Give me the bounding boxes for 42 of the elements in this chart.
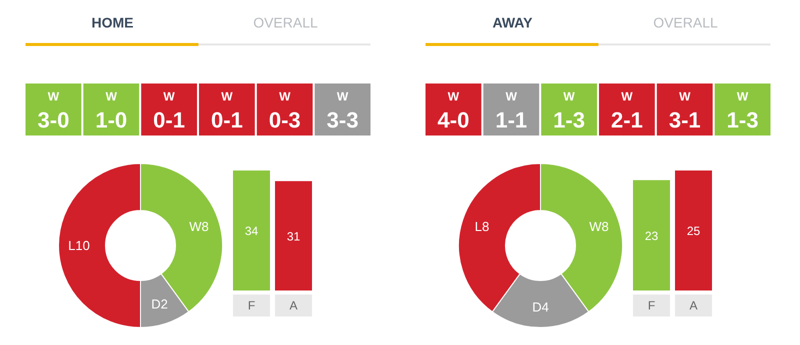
x-tick-label: A — [690, 298, 698, 312]
text: W — [336, 90, 348, 104]
category-label: 1-0 — [95, 108, 128, 132]
text: W — [621, 90, 633, 104]
category-label: 1-3 — [553, 108, 585, 132]
category-label: 1-1 — [495, 108, 528, 132]
data-label: L8 — [474, 218, 490, 234]
category-label: 4-0 — [438, 108, 470, 132]
data-label: 23 — [644, 228, 658, 243]
text: W — [563, 90, 575, 104]
text: OVERALL — [253, 14, 318, 30]
text: W — [48, 90, 60, 104]
text: W — [163, 90, 175, 104]
text: W — [221, 90, 233, 104]
text: W — [736, 90, 748, 104]
text: W — [106, 90, 117, 104]
text: HOME — [92, 14, 134, 30]
text: W — [679, 90, 690, 104]
data-label: 25 — [686, 224, 700, 238]
data-label: W8 — [589, 218, 609, 234]
data-label: 34 — [244, 224, 258, 238]
category-label: 3-3 — [326, 108, 358, 132]
data-label: 31 — [286, 229, 300, 244]
text: W — [448, 90, 460, 104]
category-label: 0-1 — [211, 108, 243, 132]
x-tick-label: F — [248, 298, 256, 312]
text: OVERALL — [653, 14, 718, 30]
data-label: D2 — [151, 296, 168, 312]
data-label: W8 — [189, 218, 209, 234]
data-label: D4 — [532, 300, 549, 314]
x-tick-label: A — [290, 298, 298, 312]
category-label: 3-1 — [668, 108, 701, 132]
category-label: 3-0 — [38, 108, 70, 132]
data-label: L10 — [68, 238, 90, 253]
text: W — [506, 90, 517, 104]
text: AWAY — [492, 14, 534, 30]
category-label: 0-1 — [153, 108, 185, 132]
category-label: 2-1 — [611, 108, 643, 132]
text: W — [279, 90, 290, 104]
category-label: 1-3 — [726, 108, 758, 132]
category-label: 0-3 — [268, 108, 301, 132]
x-tick-label: F — [648, 298, 656, 312]
